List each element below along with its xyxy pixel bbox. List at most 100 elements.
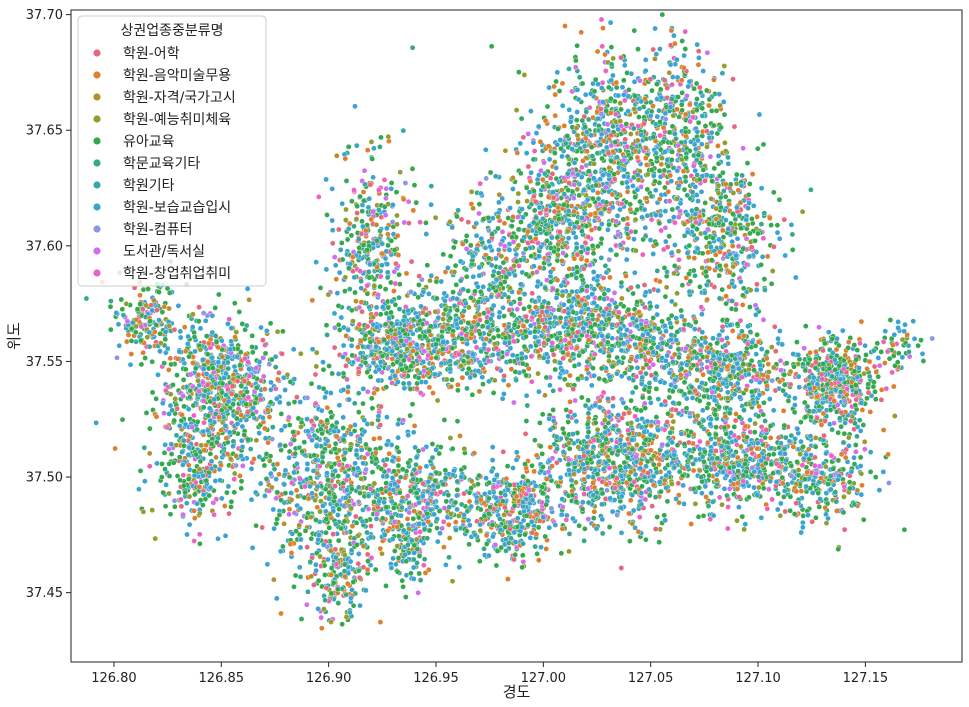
- data-point: [224, 354, 231, 361]
- data-point: [354, 542, 360, 548]
- data-point: [185, 476, 192, 483]
- data-point: [176, 348, 183, 355]
- data-point: [191, 507, 197, 514]
- data-point: [447, 435, 454, 441]
- data-point: [652, 494, 659, 500]
- data-point: [862, 342, 868, 349]
- data-point: [424, 500, 431, 507]
- data-point: [197, 541, 203, 547]
- data-point: [738, 443, 744, 450]
- data-point: [164, 285, 171, 292]
- data-point: [315, 536, 321, 543]
- data-point: [226, 429, 233, 436]
- data-point: [446, 504, 453, 510]
- data-point: [781, 488, 788, 494]
- data-point: [629, 436, 635, 443]
- data-point: [807, 433, 814, 439]
- data-point: [440, 481, 447, 488]
- data-point: [201, 392, 207, 399]
- data-point: [191, 412, 197, 419]
- data-point: [592, 402, 599, 409]
- data-point: [272, 385, 279, 392]
- data-point: [234, 353, 240, 360]
- data-point: [719, 501, 725, 508]
- data-point: [566, 440, 572, 446]
- data-point: [527, 535, 534, 541]
- data-point: [365, 558, 371, 564]
- data-point: [627, 538, 633, 544]
- data-point: [312, 400, 319, 407]
- data-point: [621, 447, 628, 454]
- data-point: [172, 395, 178, 402]
- data-point: [853, 382, 859, 389]
- data-point: [592, 419, 599, 426]
- data-point: [644, 458, 651, 465]
- data-point: [325, 477, 331, 483]
- data-point: [132, 329, 139, 336]
- data-point: [648, 447, 654, 454]
- data-point: [311, 582, 317, 588]
- data-point: [294, 394, 300, 400]
- data-point: [442, 467, 449, 474]
- data-point: [570, 431, 576, 437]
- data-point: [124, 338, 130, 345]
- data-point: [447, 511, 454, 517]
- data-point: [758, 457, 765, 464]
- data-point: [842, 352, 849, 359]
- data-point: [779, 341, 786, 348]
- data-point: [719, 452, 726, 459]
- data-point: [228, 498, 235, 505]
- data-point: [539, 490, 546, 497]
- data-point: [832, 489, 839, 495]
- data-point: [477, 506, 484, 513]
- data-point: [276, 471, 282, 478]
- data-point: [147, 318, 153, 324]
- data-point: [419, 493, 426, 500]
- data-point: [395, 462, 402, 469]
- data-point: [286, 454, 292, 461]
- data-point: [873, 369, 880, 375]
- data-point: [340, 465, 346, 472]
- data-point: [312, 497, 318, 504]
- data-point: [628, 420, 635, 426]
- data-point: [841, 357, 847, 364]
- data-point: [429, 441, 436, 447]
- data-point: [182, 348, 189, 355]
- data-point: [742, 461, 748, 467]
- data-point: [600, 389, 607, 396]
- data-point: [501, 512, 507, 518]
- data-point: [476, 558, 483, 565]
- data-point: [606, 465, 613, 472]
- data-point: [795, 467, 802, 473]
- data-point: [747, 417, 753, 423]
- data-point: [168, 441, 175, 448]
- data-point: [340, 386, 347, 393]
- data-point: [835, 476, 841, 483]
- data-point: [536, 557, 542, 564]
- data-point: [244, 409, 251, 415]
- data-point: [599, 501, 605, 508]
- data-point: [196, 304, 202, 311]
- data-point: [295, 415, 302, 422]
- data-point: [203, 371, 210, 377]
- data-point: [880, 427, 887, 433]
- data-point: [334, 454, 341, 461]
- data-point: [661, 426, 668, 433]
- data-point: [133, 316, 140, 323]
- data-point: [280, 543, 286, 550]
- data-point: [416, 553, 423, 559]
- data-point: [716, 436, 722, 443]
- data-point: [814, 400, 820, 406]
- data-point: [837, 376, 844, 383]
- data-point: [328, 565, 335, 571]
- data-point: [523, 512, 530, 519]
- data-point: [433, 446, 439, 453]
- data-point: [297, 544, 304, 551]
- data-point: [366, 446, 373, 453]
- data-point: [614, 512, 621, 518]
- data-point: [476, 472, 482, 479]
- data-point: [831, 397, 837, 404]
- data-point: [450, 471, 456, 478]
- data-point: [354, 465, 361, 472]
- data-point: [534, 551, 540, 557]
